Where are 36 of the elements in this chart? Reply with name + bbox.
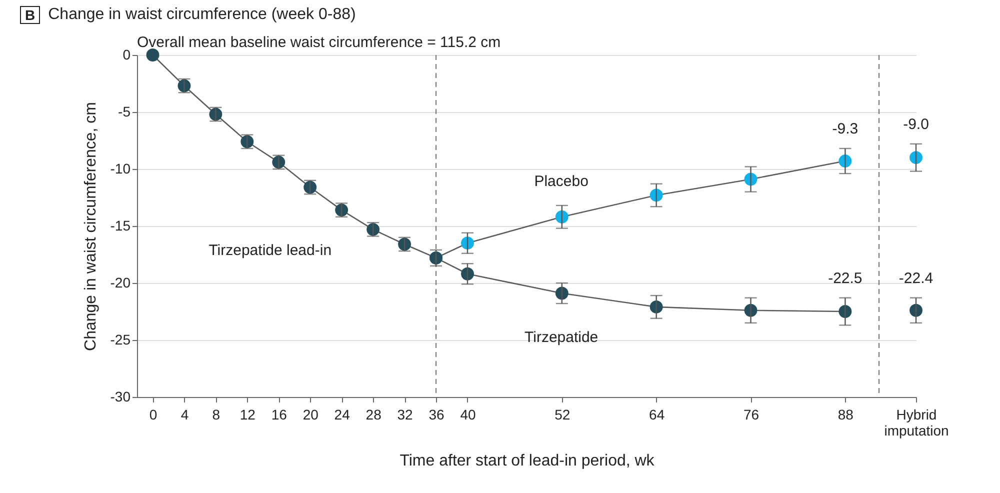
text: Overall mean baseline waist circumference = 115.2 cm <box>137 34 501 51</box>
x-tick-label: 88 <box>838 406 854 422</box>
data-label: -9.3 <box>832 120 858 138</box>
data-label: -22.5 <box>828 270 862 287</box>
x-tick-label: 20 <box>302 406 319 422</box>
y-tick-label: -15 <box>110 218 131 234</box>
y-tick-label: -20 <box>110 274 131 290</box>
y-tick-label: -10 <box>110 160 131 176</box>
x-tick-label: 8 <box>212 406 220 422</box>
x-tick-label: 12 <box>240 406 256 422</box>
chart-title: Change in waist circumference (week 0-88) <box>48 6 356 24</box>
panel-letter-box: B <box>20 6 40 24</box>
x-tick-label: 76 <box>743 406 760 422</box>
x-tick-label: 16 <box>271 406 288 422</box>
y-tick-label: -30 <box>110 388 131 404</box>
x-tick-label: 52 <box>554 406 570 422</box>
y-tick-label: -5 <box>118 104 131 120</box>
point <box>146 48 160 62</box>
data-label: -22.4 <box>898 270 934 287</box>
series-label: Tirzepatide lead-in <box>208 242 332 260</box>
text: Tirzepatide <box>524 328 598 346</box>
x-tick-label: Hybrid imputation <box>884 406 949 438</box>
series-label: Placebo <box>534 173 588 190</box>
y-tick-label: -25 <box>110 332 131 348</box>
data-label: -9.0 <box>903 116 929 133</box>
y-tick-label: 0 <box>122 46 131 62</box>
x-tick-label: 36 <box>428 406 445 422</box>
x-tick-label: 28 <box>366 406 382 422</box>
x-tick-label: 24 <box>334 406 350 422</box>
x-tick-label: 0 <box>149 406 158 422</box>
x-axis-title: Time after start of lead-in period, wk <box>400 452 656 470</box>
x-tick-label: 32 <box>397 406 414 422</box>
x-tick-label: 64 <box>649 406 665 422</box>
y-axis-title: Change in waist circumference, cm <box>82 102 100 351</box>
x-tick-label: 4 <box>180 406 189 422</box>
x-tick-label: 40 <box>460 406 476 422</box>
